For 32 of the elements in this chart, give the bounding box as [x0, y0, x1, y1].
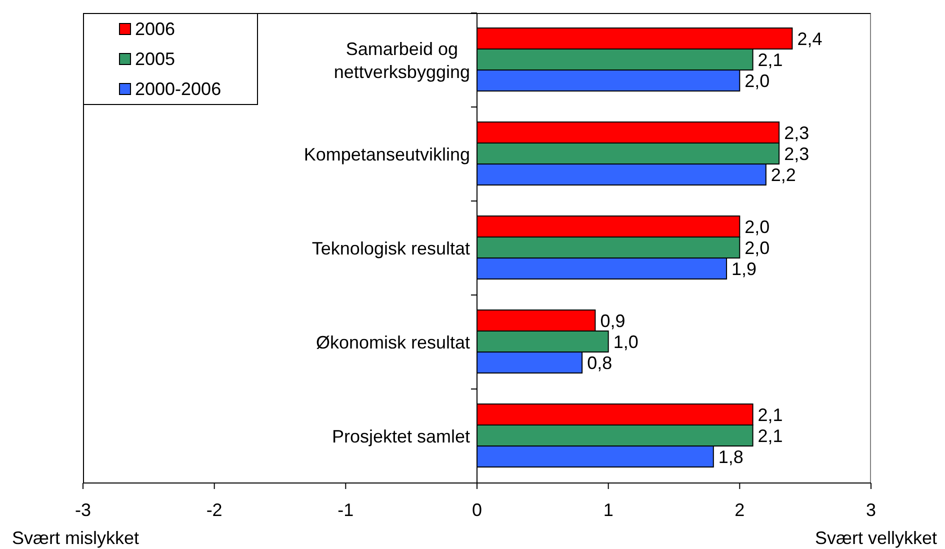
y-tick-label: Teknologisk resultat — [312, 238, 470, 258]
text: Svært mislykket — [12, 528, 140, 548]
y-tick-label: Samarbeid og nettverksbygging — [334, 38, 470, 82]
data-label: 2,4 — [797, 28, 822, 49]
y-tick-label: Økonomisk resultat — [316, 332, 470, 352]
data-label: 1,8 — [718, 446, 744, 467]
x-tick-label: -3 — [74, 500, 92, 520]
x-tick-label: -2 — [206, 500, 222, 520]
y-tick-label: Prosjektet samlet — [332, 426, 470, 446]
data-label: 2,0 — [744, 70, 770, 91]
data-label: 0,8 — [587, 352, 612, 373]
data-label: 2,1 — [758, 404, 783, 425]
data-label: 2,0 — [744, 216, 770, 237]
data-label: 2,1 — [758, 50, 783, 70]
data-label: 2,3 — [784, 144, 810, 164]
data-label: 2,3 — [784, 122, 810, 143]
x-tick-label: -1 — [338, 500, 354, 520]
x-tick-label: 1 — [603, 500, 614, 520]
legend-label: 2000-2006 — [135, 78, 222, 100]
text: Svært vellykket — [814, 528, 937, 548]
data-label: 0,9 — [600, 310, 626, 331]
legend-label: 2006 — [135, 18, 176, 40]
x-tick-label: 2 — [734, 500, 745, 520]
data-label: 2,1 — [758, 426, 783, 446]
data-label: 2,2 — [770, 164, 796, 185]
x-tick-label: 3 — [866, 500, 876, 520]
x-tick-label: 0 — [472, 500, 482, 520]
data-label: 1,0 — [613, 332, 638, 352]
data-label: 1,9 — [732, 258, 757, 279]
data-label: 2,0 — [744, 238, 770, 258]
legend-label: 2005 — [135, 48, 176, 70]
y-tick-label: Kompetanseutvikling — [304, 144, 470, 164]
